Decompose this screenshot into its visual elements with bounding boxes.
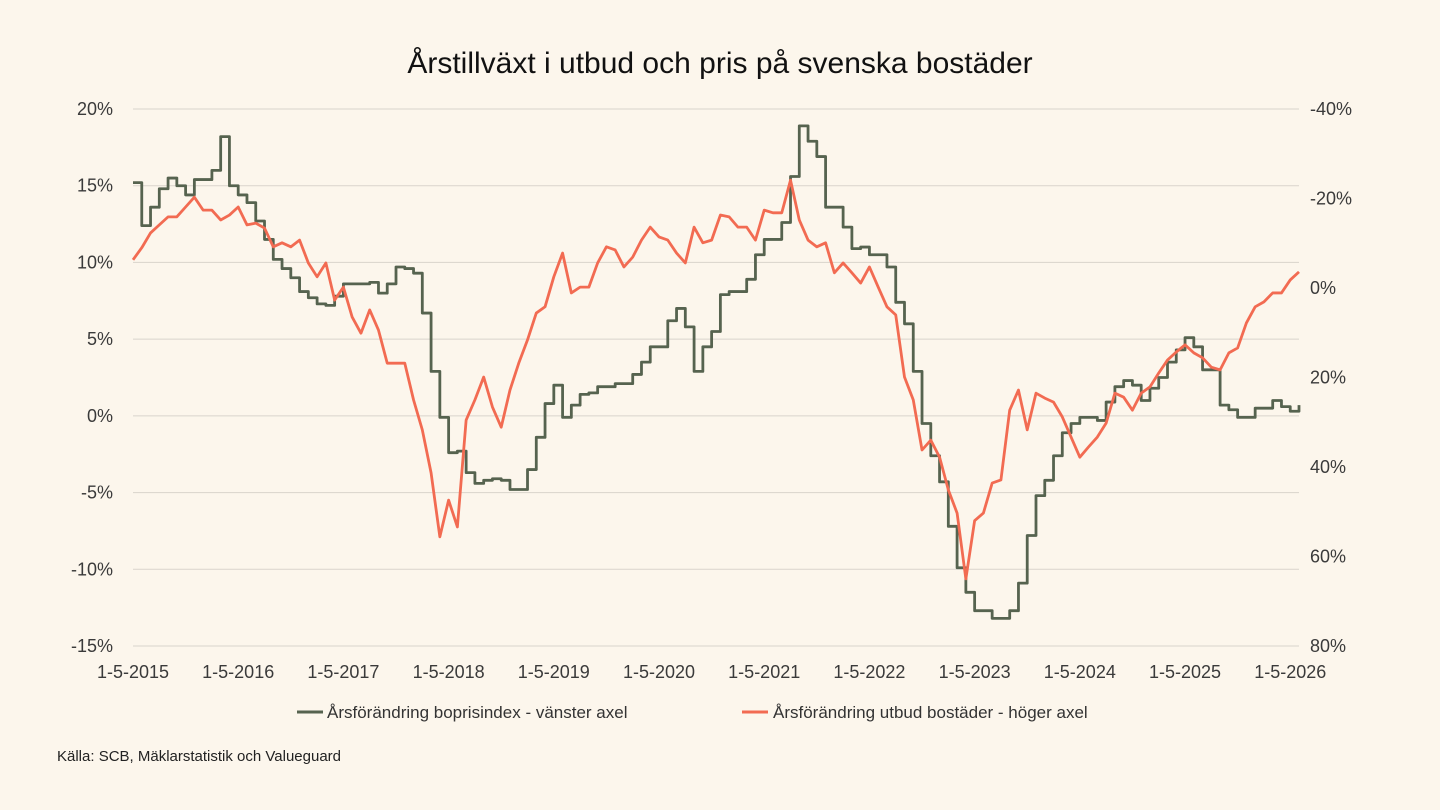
series-group bbox=[131, 124, 1301, 620]
x-tick-label: 1-5-2026 bbox=[1254, 662, 1326, 682]
source-note: Källa: SCB, Mäklarstatistik och Valuegua… bbox=[57, 748, 341, 765]
chart-title: Årstillväxt i utbud och pris på svenska … bbox=[407, 47, 1032, 80]
gridlines bbox=[133, 108, 1299, 647]
x-tick-label: 1-5-2019 bbox=[518, 662, 590, 682]
x-tick-label: 1-5-2018 bbox=[413, 662, 485, 682]
left-tick-label: 15% bbox=[77, 176, 113, 196]
left-tick-label: 5% bbox=[87, 329, 113, 349]
series-line-price-index bbox=[133, 124, 1301, 620]
left-tick-label: 0% bbox=[87, 406, 113, 426]
right-tick-label: 40% bbox=[1310, 457, 1346, 477]
x-tick-label: 1-5-2015 bbox=[97, 662, 169, 682]
right-tick-label: 0% bbox=[1310, 278, 1336, 298]
left-tick-label: -5% bbox=[81, 483, 113, 503]
right-tick-label: 80% bbox=[1310, 636, 1346, 656]
x-axis: 1-5-2015 1-5-2016 1-5-2017 1-5-2018 1-5-2019… bbox=[97, 662, 1326, 682]
x-tick-label: 1-5-2025 bbox=[1149, 662, 1221, 682]
x-tick-label: 1-5-2021 bbox=[728, 662, 800, 682]
x-tick-label: 1-5-2017 bbox=[307, 662, 379, 682]
x-tick-label: 1-5-2016 bbox=[202, 662, 274, 682]
x-tick-label: 1-5-2024 bbox=[1044, 662, 1116, 682]
left-tick-label: -10% bbox=[71, 559, 113, 579]
left-tick-label: 20% bbox=[77, 99, 113, 119]
left-axis: 20% 15% 10% 5% 0% -5% -10% -15% bbox=[71, 99, 113, 656]
x-tick-label: 1-5-2022 bbox=[833, 662, 905, 682]
left-tick-label: 10% bbox=[77, 252, 113, 272]
x-tick-label: 1-5-2020 bbox=[623, 662, 695, 682]
legend-label-price: Årsförändring boprisindex - vänster axel bbox=[327, 703, 627, 722]
series-line-supply bbox=[131, 178, 1300, 581]
right-tick-label: 20% bbox=[1310, 368, 1346, 388]
right-tick-label: -20% bbox=[1310, 189, 1352, 209]
x-tick-label: 1-5-2023 bbox=[939, 662, 1011, 682]
right-axis: -40% -20% 0% 20% 40% 60% 80% bbox=[1310, 99, 1352, 656]
legend-label-supply: Årsförändring utbud bostäder - höger axe… bbox=[773, 703, 1088, 722]
legend: Årsförändring boprisindex - vänster axel… bbox=[297, 703, 1088, 722]
right-tick-label: -40% bbox=[1310, 99, 1352, 119]
right-tick-label: 60% bbox=[1310, 547, 1346, 567]
left-tick-label: -15% bbox=[71, 636, 113, 656]
